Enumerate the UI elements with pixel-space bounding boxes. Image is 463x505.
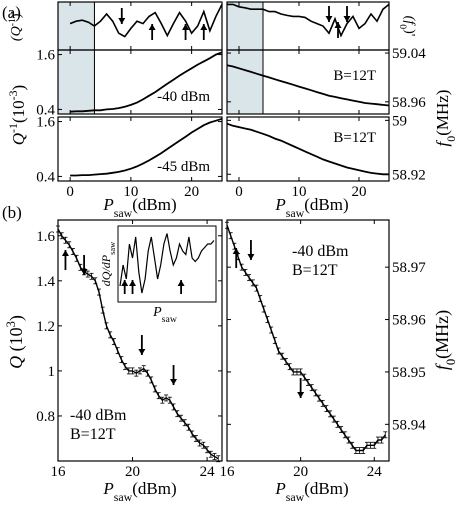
a-left-shaded-region [58, 2, 95, 114]
a-right-frame-2 [226, 116, 390, 182]
b-right-ylabel: f0(MHz) [432, 310, 458, 370]
b-right-ytick-label: 58.96 [392, 313, 426, 329]
a-left-deriv-label: (Q-1)' [7, 11, 25, 41]
a-left-2-ytick-label: 1.6 [36, 115, 55, 131]
a-right-2-xtick-label: 20 [352, 184, 367, 200]
b-left-ytick-label: 1.4 [36, 274, 55, 290]
a-left-frame-2 [57, 116, 223, 182]
b-right-ytick-label: 58.95 [392, 365, 426, 381]
b-left-text-power: -40 dBm [70, 407, 127, 424]
a-right-bottom-b-label: B=12T [333, 130, 376, 146]
b-left-ytick-label: 1.2 [36, 319, 55, 335]
a-left-2-xtick-label: 10 [123, 184, 138, 200]
a-right-arrow-2 [334, 22, 342, 38]
b-left-inset-arrow-1 [129, 280, 137, 294]
b-left-ylabel: Q (103) [4, 315, 27, 369]
b-right-xtick-label: 24 [367, 464, 383, 480]
a-left-series-minus40 [70, 51, 223, 113]
a-left-1-ytick-label: 0.4 [36, 102, 55, 118]
a-left-arrow-0 [118, 8, 126, 24]
a-right-derivative-line [227, 3, 390, 38]
b-right-ytick-label: 58.94 [392, 417, 426, 433]
a-right-1-ytick-label: 58.96 [392, 95, 426, 111]
b-right-arrow-1 [247, 240, 255, 260]
a-left-ylabel: Q-1(10-3) [6, 85, 28, 145]
a-right-series-bottom [226, 122, 389, 176]
b-left-arrow-1 [80, 255, 88, 275]
a-left-1-ytick-label: 1.6 [36, 48, 55, 64]
b-right-arrow-0 [232, 248, 240, 268]
a-right-2-ytick-label: 58.92 [392, 167, 426, 183]
a-right-shaded-region [227, 2, 263, 114]
panel-label-b: (b) [2, 203, 22, 222]
a-left-series-label-minus45: -45 dBm [157, 159, 210, 175]
b-right-xtick-label: 16 [220, 464, 236, 480]
b-left-ytick-label: 0.8 [36, 409, 55, 425]
a-left-arrow-3 [200, 24, 208, 40]
a-left-arrow-2 [182, 24, 190, 40]
b-right-ytick-label: 58.97 [392, 260, 426, 276]
b-right-text-field: B=12T [292, 262, 338, 279]
a-right-deriv-label: (f0)' [398, 16, 418, 37]
b-left-arrow-3 [170, 365, 178, 385]
a-right-1-ytick-label: 59.04 [392, 46, 426, 62]
b-left-xtick-label: 20 [125, 464, 140, 480]
a-left-arrow-1 [148, 24, 156, 40]
a-left-series-minus45 [70, 117, 223, 177]
a-right-top-b-label: B=12T [333, 68, 376, 84]
a-left-2-xtick-label: 20 [184, 184, 199, 200]
b-left-xtick-label: 16 [51, 464, 67, 480]
b-right-xlabel: Psaw(dBm) [274, 479, 348, 504]
a-left-frame-1 [57, 49, 223, 115]
a-right-arrow-0 [325, 6, 333, 22]
a-right-arrow-1 [343, 6, 351, 22]
a-right-frame-1 [226, 49, 390, 115]
a-right-ylabel: f0(MHz) [433, 90, 458, 147]
b-left-inset-ylabel: dQ/dPsaw [99, 241, 117, 286]
a-left-xlabel: Psaw(dBm) [102, 195, 176, 220]
b-left-frame [57, 219, 223, 462]
a-left-2-xtick-label: 0 [66, 184, 74, 200]
b-right-arrow-2 [297, 378, 305, 398]
b-left-arrow-2 [138, 335, 146, 355]
b-right-frame [226, 219, 390, 462]
b-right-xtick-label: 20 [293, 464, 308, 480]
b-left-xtick-label: 24 [200, 464, 216, 480]
b-left-xlabel: Psaw(dBm) [102, 479, 176, 504]
b-left-inset-line [119, 233, 215, 294]
a-left-2-ytick-label: 0.4 [36, 169, 55, 185]
a-right-2-xtick-label: 0 [235, 184, 243, 200]
b-right-text-power: -40 dBm [292, 243, 349, 260]
b-left-inset-arrow-0 [121, 280, 129, 294]
b-left-arrow-0 [61, 250, 69, 270]
b-left-text-field: B=12T [70, 426, 116, 443]
a-right-xlabel: Psaw(dBm) [274, 195, 348, 220]
b-left-ytick-label: 1.6 [36, 229, 55, 245]
b-left-inset-frame [117, 225, 217, 303]
a-left-series-label-minus40: -40 dBm [157, 89, 210, 105]
a-right-series-top [226, 64, 390, 107]
b-left-ytick-label: 1 [48, 364, 56, 380]
a-left-derivative-line [69, 4, 223, 38]
b-left-inset-xlabel: Psaw [152, 305, 178, 325]
panel-label-a: (a) [2, 3, 21, 22]
b-left-inset-arrow-2 [177, 280, 185, 294]
a-right-2-ytick-label: 59 [392, 113, 407, 129]
a-right-2-xtick-label: 10 [292, 184, 307, 200]
